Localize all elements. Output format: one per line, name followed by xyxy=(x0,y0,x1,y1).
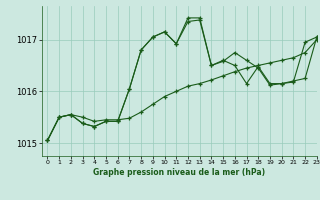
X-axis label: Graphe pression niveau de la mer (hPa): Graphe pression niveau de la mer (hPa) xyxy=(93,168,265,177)
